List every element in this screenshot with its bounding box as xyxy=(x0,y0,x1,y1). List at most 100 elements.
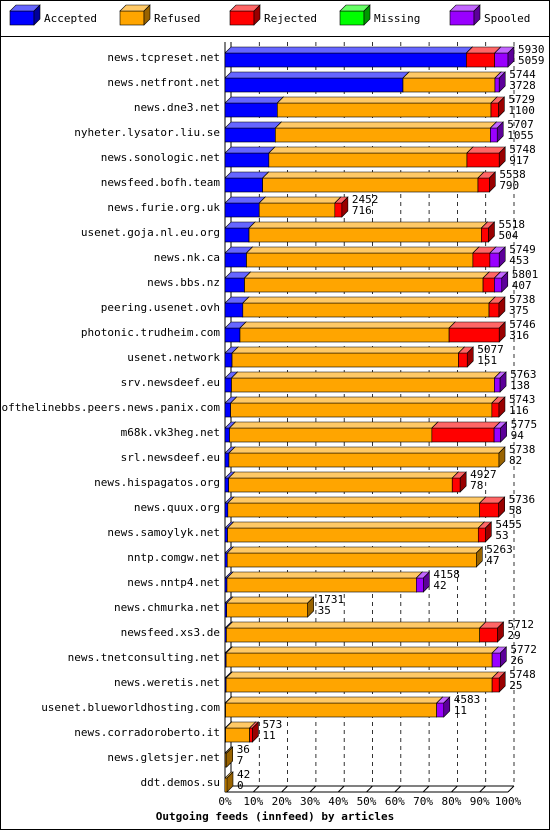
total-label: 4158 xyxy=(433,568,460,581)
bar-segment xyxy=(494,71,506,93)
total-label: 573 xyxy=(262,718,282,731)
bar-top xyxy=(224,71,410,79)
bar xyxy=(493,427,501,443)
x-tick-label: 70% xyxy=(413,795,433,808)
bar-top xyxy=(245,246,480,254)
bar-segment xyxy=(224,746,234,768)
bar-segment xyxy=(226,521,486,543)
bar xyxy=(431,427,495,443)
bar xyxy=(229,427,433,443)
bar xyxy=(224,252,247,268)
bar xyxy=(268,152,468,168)
bar-side xyxy=(485,521,492,543)
bar-segment xyxy=(268,146,474,168)
bar xyxy=(248,227,482,243)
total-label: 5518 xyxy=(498,218,525,231)
bar-segment xyxy=(224,771,234,793)
category-label: news.nk.ca xyxy=(154,251,220,264)
category-label: photonic.trudheim.com xyxy=(81,326,220,339)
total-label: 2452 xyxy=(352,193,379,206)
category-label: news.tcpreset.net xyxy=(107,51,220,64)
bar-segment xyxy=(477,171,497,193)
category-label: news.samoylyk.net xyxy=(107,526,220,539)
legend-swatch-side xyxy=(253,4,261,26)
accepted-label: 151 xyxy=(477,354,497,367)
bar-segment xyxy=(225,596,315,618)
bar-segment xyxy=(248,221,489,243)
bar-segment xyxy=(491,646,508,668)
bar-top xyxy=(274,121,498,129)
bar-segment xyxy=(228,446,506,468)
x-tick xyxy=(366,785,373,793)
bar xyxy=(224,152,270,168)
accepted-label: 42 xyxy=(433,579,446,592)
accepted-label: 29 xyxy=(508,629,521,642)
accepted-label: 47 xyxy=(486,554,499,567)
bar-top xyxy=(225,621,487,629)
bar-top xyxy=(225,671,499,679)
bar-segment xyxy=(258,196,342,218)
accepted-label: 11 xyxy=(262,729,275,742)
accepted-label: 82 xyxy=(509,454,522,467)
bar-segment xyxy=(402,71,502,93)
bar-side xyxy=(498,96,505,118)
bar xyxy=(249,727,253,743)
bar xyxy=(477,527,486,543)
category-label: news.dne3.net xyxy=(134,101,220,114)
total-label: 5738 xyxy=(509,443,535,456)
legend-swatch xyxy=(229,10,255,26)
bar xyxy=(242,302,490,318)
bar xyxy=(224,527,228,543)
legend-label: Spooled xyxy=(484,12,530,25)
bar-top xyxy=(431,421,501,429)
bar-segment xyxy=(229,396,499,418)
category-label: usenet.network xyxy=(127,351,220,364)
bar xyxy=(494,52,509,68)
bar xyxy=(402,77,496,93)
accepted-label: 917 xyxy=(509,154,529,167)
bar xyxy=(277,102,492,118)
accepted-label: 5059 xyxy=(518,54,545,67)
bar-segment xyxy=(493,271,509,293)
bar-top xyxy=(224,171,270,179)
x-tick-label: 10% xyxy=(243,795,263,808)
accepted-label: 58 xyxy=(509,504,522,517)
total-label: 5772 xyxy=(510,643,537,656)
bar xyxy=(244,277,484,293)
bar-top xyxy=(224,146,276,154)
total-label: 5263 xyxy=(486,543,512,556)
bar-side xyxy=(498,246,506,268)
accepted-label: 35 xyxy=(318,604,331,617)
bar xyxy=(224,52,467,68)
bar-segment xyxy=(224,71,410,93)
bar-top xyxy=(231,346,466,354)
bar xyxy=(224,102,278,118)
bar xyxy=(436,702,445,718)
bar-segment xyxy=(225,621,487,643)
x-tick xyxy=(394,785,402,793)
bar-side xyxy=(498,396,506,418)
category-label: newsfeed.bofh.team xyxy=(101,176,221,189)
bar-segment xyxy=(448,321,506,343)
bar xyxy=(228,452,500,468)
total-label: 5538 xyxy=(499,168,526,181)
total-label: 5736 xyxy=(509,493,536,506)
bar-segment xyxy=(261,171,485,193)
bar-top xyxy=(226,521,486,529)
bar-segment xyxy=(491,396,506,418)
bar xyxy=(231,352,459,368)
bar-top xyxy=(224,96,285,104)
bar-top xyxy=(239,321,456,329)
bar-top xyxy=(243,271,490,279)
bar xyxy=(479,502,499,518)
category-label: news.netfront.net xyxy=(107,76,220,89)
bar xyxy=(488,302,500,318)
accepted-label: 716 xyxy=(352,204,372,217)
bar-side xyxy=(226,771,234,793)
bar-top xyxy=(466,146,506,154)
bar xyxy=(466,52,495,68)
bar-top xyxy=(402,71,502,79)
x-tick-label: 90% xyxy=(470,795,490,808)
category-label: srv.newsdeef.eu xyxy=(121,376,220,389)
bar xyxy=(466,152,500,168)
